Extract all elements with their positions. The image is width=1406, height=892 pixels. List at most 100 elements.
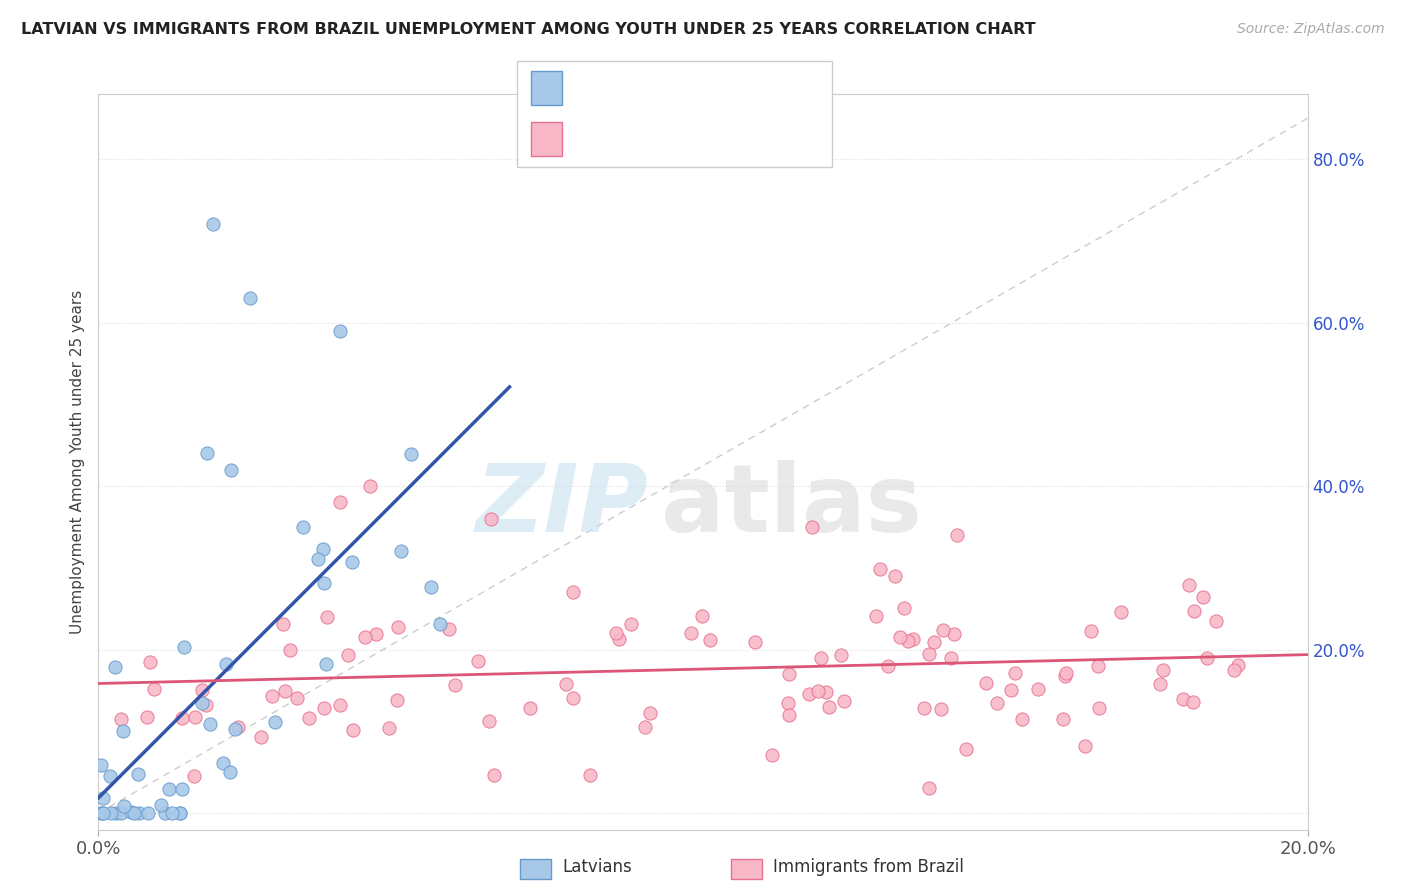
Point xyxy=(100,806,122,821)
Point xyxy=(160,806,183,821)
Point xyxy=(932,624,955,638)
Point xyxy=(219,764,242,779)
Point xyxy=(110,806,132,821)
Point xyxy=(93,806,115,821)
Point xyxy=(1149,677,1171,691)
Point xyxy=(249,730,271,744)
Point xyxy=(1074,739,1097,753)
Point xyxy=(481,512,503,526)
Point xyxy=(807,684,830,698)
Point xyxy=(562,585,585,599)
Point xyxy=(387,620,409,634)
Point xyxy=(329,495,352,509)
Point xyxy=(104,660,127,674)
Point xyxy=(555,677,578,691)
Point xyxy=(271,616,294,631)
Point xyxy=(1223,664,1246,678)
Point xyxy=(221,463,243,477)
Point xyxy=(153,806,176,821)
Point xyxy=(191,683,214,698)
Point xyxy=(215,657,238,671)
Point xyxy=(884,569,907,583)
Point xyxy=(1171,692,1194,706)
Point xyxy=(889,630,911,644)
Point xyxy=(1111,605,1133,619)
Point xyxy=(274,684,297,698)
Point xyxy=(605,626,627,640)
Point xyxy=(191,696,214,710)
Point xyxy=(149,798,172,813)
Point xyxy=(159,782,181,797)
Y-axis label: Unemployment Among Youth under 25 years: Unemployment Among Youth under 25 years xyxy=(70,290,86,633)
Point xyxy=(1178,578,1201,592)
Point xyxy=(298,711,321,725)
Point xyxy=(169,806,191,821)
Point xyxy=(918,780,941,795)
Point xyxy=(90,805,112,820)
Point xyxy=(127,767,149,781)
Point xyxy=(142,681,165,696)
Point xyxy=(929,702,952,716)
Text: R = 0.099   N = 104: R = 0.099 N = 104 xyxy=(574,111,755,128)
Point xyxy=(620,616,643,631)
Point xyxy=(228,719,250,733)
Point xyxy=(291,520,314,534)
Point xyxy=(690,608,713,623)
Point xyxy=(342,555,364,569)
Point xyxy=(377,721,399,735)
Point xyxy=(897,634,920,648)
Point xyxy=(389,543,412,558)
Point xyxy=(1080,624,1102,639)
Point xyxy=(385,693,408,707)
Point xyxy=(918,647,941,661)
Point xyxy=(800,520,823,534)
Point xyxy=(579,767,602,781)
Point xyxy=(316,609,339,624)
Point xyxy=(401,447,423,461)
Point xyxy=(478,714,501,729)
Text: ZIP: ZIP xyxy=(475,459,648,552)
Point xyxy=(315,657,337,671)
Point xyxy=(329,324,352,338)
Point xyxy=(699,632,721,647)
Point xyxy=(128,806,150,821)
Point xyxy=(941,651,963,665)
Point xyxy=(111,724,134,739)
Point xyxy=(91,806,114,821)
Point xyxy=(429,616,451,631)
Point xyxy=(263,714,285,729)
Point xyxy=(443,678,465,692)
Point xyxy=(778,697,800,711)
Point xyxy=(607,632,630,646)
Point xyxy=(1011,713,1033,727)
Point xyxy=(1205,614,1227,628)
Point xyxy=(224,723,246,737)
Point xyxy=(562,690,585,705)
Text: R = 0.550   N =  47: R = 0.550 N = 47 xyxy=(574,70,749,87)
Point xyxy=(810,651,832,665)
Point xyxy=(280,643,302,657)
Point xyxy=(138,655,160,669)
Point xyxy=(169,806,191,821)
Point xyxy=(832,694,855,708)
Point xyxy=(877,658,900,673)
Point xyxy=(329,698,352,712)
Point xyxy=(814,684,837,698)
Point xyxy=(1087,658,1109,673)
Point xyxy=(314,576,336,591)
Point xyxy=(419,580,441,594)
Point xyxy=(640,706,662,721)
Point xyxy=(1152,663,1174,677)
Point xyxy=(98,769,121,783)
Point xyxy=(287,691,309,706)
Point xyxy=(90,757,112,772)
Point xyxy=(1182,604,1205,618)
Point xyxy=(865,608,887,623)
Point xyxy=(307,551,329,566)
Point xyxy=(124,806,146,821)
Point xyxy=(260,689,283,703)
Point xyxy=(893,601,915,615)
Point xyxy=(173,640,195,655)
Point xyxy=(1192,591,1215,605)
Text: Source: ZipAtlas.com: Source: ZipAtlas.com xyxy=(1237,22,1385,37)
